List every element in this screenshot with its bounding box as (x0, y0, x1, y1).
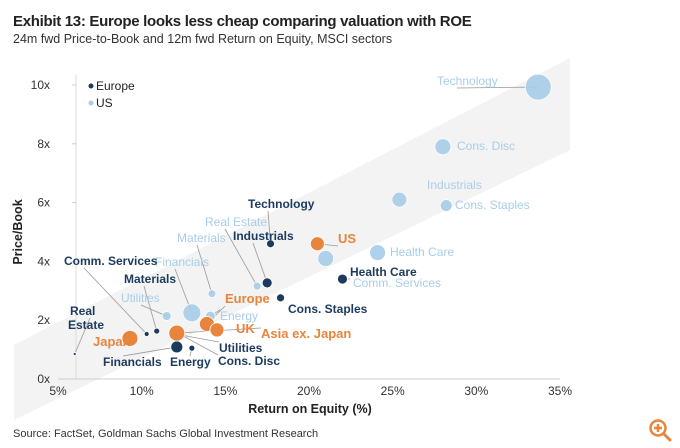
point-label: US (338, 231, 356, 246)
leader-line (456, 86, 539, 89)
x-tick-label: 20% (297, 384, 321, 398)
point-label: Comm. Services (353, 276, 441, 290)
data-point-us (439, 199, 453, 212)
point-label: Technology (248, 197, 315, 211)
data-point-europe (143, 331, 150, 337)
chart-subtitle: 24m fwd Price-to-Book and 12m fwd Return… (13, 32, 393, 46)
point-label: Energy (220, 309, 258, 323)
point-label: Cons. Staples (288, 302, 368, 316)
leader-line (267, 210, 271, 244)
data-point-europe (276, 293, 285, 303)
leader-line (252, 242, 268, 283)
data-point-regions (168, 324, 186, 342)
data-point-us (252, 281, 262, 291)
x-tick-label: 5% (49, 384, 67, 398)
point-label: UK (236, 321, 255, 336)
point-label: Comm. Services (64, 254, 158, 268)
data-point-europe (170, 340, 184, 354)
legend-entry: Europe (96, 79, 135, 93)
point-label: Health Care (350, 265, 417, 279)
leader-line (178, 333, 219, 356)
leader-line (196, 244, 213, 294)
y-tick-label: 6x (37, 196, 50, 210)
data-point-us (182, 303, 202, 323)
leader-line (122, 346, 177, 357)
legend-marker (88, 83, 94, 89)
leader-line (143, 285, 158, 332)
y-tick-label: 0x (37, 372, 50, 386)
point-label: Technology (437, 74, 498, 88)
point-label: Industrials (427, 178, 482, 192)
data-point-europe (188, 344, 196, 352)
x-tick-label: 30% (464, 384, 488, 398)
leader-line (224, 228, 258, 287)
leader-line (180, 334, 220, 343)
data-point-us (391, 191, 408, 208)
source-note: Source: FactSet, Goldman Sachs Global In… (13, 428, 319, 440)
y-tick-label: 10x (31, 78, 50, 92)
point-label: Energy (170, 355, 211, 369)
point-label: Materials (177, 231, 226, 245)
point-label: Europe (225, 291, 270, 306)
point-label: Asia ex. Japan (261, 326, 351, 341)
data-point-europe (72, 352, 77, 356)
point-label: Health Care (390, 245, 454, 259)
data-point-us (207, 289, 217, 299)
data-point-us (434, 138, 452, 156)
data-point-europe (153, 327, 161, 335)
y-tick-label: 4x (37, 254, 50, 268)
chart-title: Exhibit 13: Europe looks less cheap comp… (13, 13, 472, 30)
zoom-in-icon[interactable] (648, 418, 672, 442)
data-point-regions (121, 330, 139, 347)
y-tick-label: 2x (37, 313, 50, 327)
data-point-regions (309, 236, 325, 252)
data-point-europe (337, 273, 348, 285)
point-label: Utilities (121, 291, 160, 305)
data-point-europe (266, 239, 275, 249)
data-point-us (369, 244, 387, 261)
y-tick-label: 8x (37, 137, 50, 151)
point-label: Japan (93, 334, 131, 349)
point-label: Industrials (233, 229, 294, 243)
point-label: Materials (124, 272, 176, 286)
legend-entry: US (96, 96, 113, 110)
point-label: Financials (155, 255, 209, 269)
data-point-regions (209, 322, 225, 338)
x-axis-title: Return on Equity (%) (248, 402, 372, 416)
point-label: Cons. Staples (455, 198, 530, 212)
legend-marker (88, 100, 94, 106)
point-label: Real (70, 304, 95, 318)
data-point-us (161, 311, 172, 321)
x-tick-label: 25% (381, 384, 405, 398)
data-point-europe (261, 277, 273, 289)
point-label: Cons. Disc (218, 354, 280, 368)
leader-line (83, 267, 147, 335)
data-point-us (524, 73, 552, 101)
point-label: Cons. Disc (457, 139, 515, 153)
y-axis-title: Price/Book (11, 199, 25, 264)
regression-band (14, 58, 570, 420)
point-label: Real Estate (205, 215, 267, 229)
point-label: Utilities (219, 341, 263, 355)
leader-line (74, 317, 91, 355)
x-tick-label: 15% (213, 384, 237, 398)
x-tick-label: 35% (548, 384, 572, 398)
data-point-us (317, 250, 335, 267)
x-tick-label: 10% (130, 384, 154, 398)
point-label: Financials (103, 355, 162, 369)
point-label: Estate (68, 318, 104, 332)
